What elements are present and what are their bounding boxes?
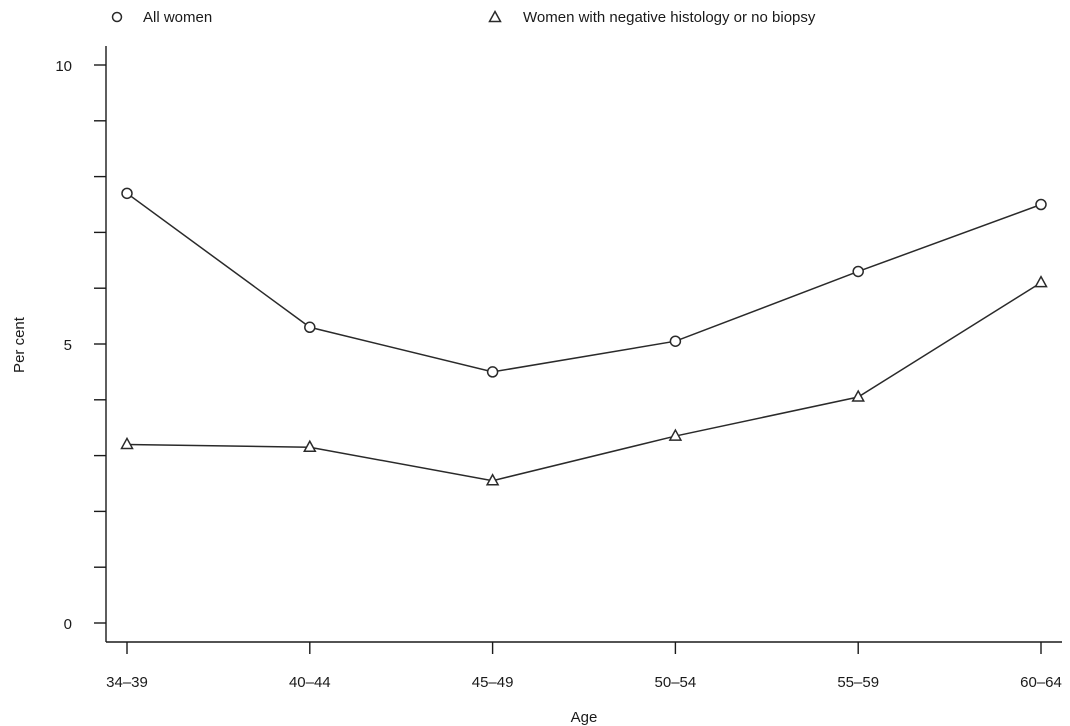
y-ticks: 0 5 10	[55, 58, 106, 633]
legend-item-negative-histology: Women with negative histology or no biop…	[488, 9, 816, 26]
x-axis-title: Age	[571, 709, 598, 726]
data-point-triangle	[851, 389, 865, 402]
x-tick-label-55–59: 55–59	[837, 674, 879, 691]
y-axis-title: Per cent	[11, 316, 28, 373]
legend-label-negative-histology: Women with negative histology or no biop…	[523, 9, 816, 26]
x-tick-label-40–44: 40–44	[289, 674, 331, 691]
plot-area	[120, 187, 1048, 486]
data-point-triangle	[120, 436, 134, 450]
series-line	[126, 281, 1042, 482]
y-tick-label-5: 5	[64, 337, 72, 354]
data-point-circle	[304, 321, 316, 334]
x-tick-label-45–49: 45–49	[472, 674, 514, 691]
series-negative-histology	[120, 275, 1048, 486]
data-point-circle	[669, 335, 682, 347]
x-ticks: 34–39 40–44 45–49 50–54 55–59 60–64	[106, 642, 1062, 691]
legend-item-all-women: All women	[111, 9, 212, 26]
data-point-circle	[1035, 198, 1047, 211]
data-point-triangle	[668, 428, 683, 441]
legend-circle-marker	[111, 11, 123, 23]
legend-triangle-marker	[488, 9, 502, 23]
data-point-triangle	[303, 439, 317, 452]
data-point-circle	[121, 187, 133, 200]
legend: All women Women with negative histology …	[111, 9, 816, 26]
series-line	[126, 192, 1042, 373]
data-point-circle	[486, 366, 499, 378]
x-tick-label-34–39: 34–39	[106, 674, 148, 691]
legend-label-all-women: All women	[143, 9, 212, 26]
y-tick-label-0: 0	[64, 616, 72, 633]
y-tick-label-10: 10	[55, 58, 72, 75]
x-tick-label-60–64: 60–64	[1020, 674, 1062, 691]
data-point-triangle	[485, 473, 500, 486]
x-tick-label-50–54: 50–54	[655, 674, 697, 691]
series-all-women	[121, 187, 1047, 378]
data-point-triangle	[1034, 275, 1048, 288]
data-point-circle	[852, 265, 864, 278]
